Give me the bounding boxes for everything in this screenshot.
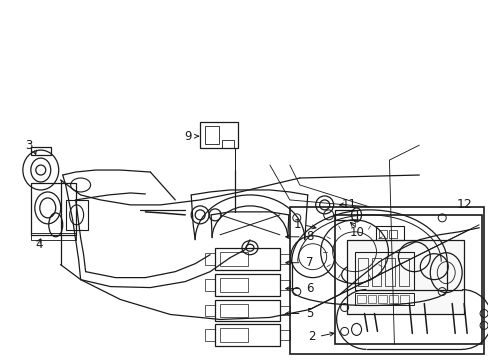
Bar (356, 294, 365, 302)
Bar (289, 207, 483, 354)
Text: 5: 5 (305, 307, 313, 320)
Bar (385, 258, 395, 285)
Text: 8: 8 (305, 230, 313, 243)
Text: 10: 10 (349, 226, 364, 239)
Bar (388, 294, 398, 302)
Bar (222, 140, 234, 148)
Bar (279, 306, 289, 315)
Text: 1: 1 (293, 218, 301, 231)
Bar (371, 258, 381, 285)
Bar (215, 300, 279, 321)
Bar (31, 183, 76, 235)
Bar (346, 240, 463, 315)
Text: 12: 12 (455, 198, 471, 211)
Bar (279, 280, 289, 289)
Text: 6: 6 (305, 282, 313, 295)
Bar (334, 210, 356, 220)
Text: 2: 2 (307, 330, 315, 343)
Bar (399, 258, 408, 285)
Bar (378, 294, 386, 302)
Bar (31, 233, 76, 240)
Bar (205, 126, 219, 144)
Bar (279, 254, 289, 264)
Text: 11: 11 (342, 198, 356, 211)
Bar (220, 278, 247, 292)
Bar (65, 200, 87, 230)
Bar (220, 328, 247, 342)
Bar (200, 122, 238, 148)
Bar (205, 305, 215, 316)
Bar (376, 226, 404, 240)
Bar (215, 248, 279, 270)
Bar (31, 147, 51, 155)
Bar (354, 293, 413, 305)
Bar (220, 303, 247, 318)
Text: 3: 3 (25, 139, 33, 152)
Bar (279, 330, 289, 340)
Text: 4: 4 (35, 238, 42, 251)
Bar (367, 294, 376, 302)
Bar (334, 215, 481, 345)
Bar (379, 230, 386, 238)
Bar (215, 324, 279, 346)
Bar (205, 329, 215, 341)
Text: 9: 9 (184, 130, 192, 143)
Bar (400, 294, 408, 302)
Text: 7: 7 (305, 256, 313, 269)
Bar (205, 279, 215, 291)
Bar (220, 252, 247, 266)
Bar (205, 253, 215, 265)
Bar (354, 252, 413, 289)
Bar (357, 258, 367, 285)
Bar (388, 230, 397, 238)
Bar (215, 274, 279, 296)
